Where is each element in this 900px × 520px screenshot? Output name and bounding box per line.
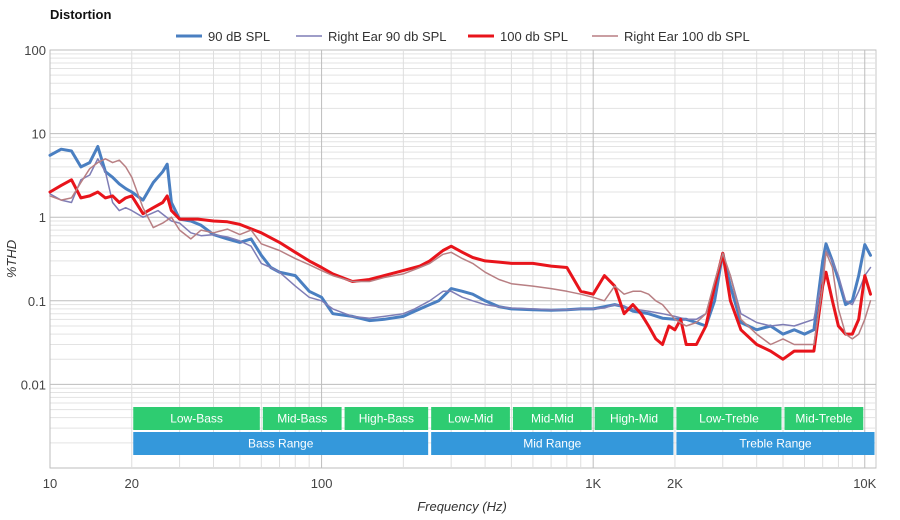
sub-range-band-label: Mid-Treble — [795, 412, 852, 426]
sub-range-band — [262, 407, 342, 430]
sub-range-band — [431, 407, 510, 430]
series-line — [49, 158, 872, 346]
sub-range-band — [344, 407, 429, 430]
sub-range-band-label: Low-Bass — [170, 412, 223, 426]
series-line — [48, 145, 872, 336]
legend-label: 90 dB SPL — [208, 29, 270, 44]
x-tick-label: 2K — [667, 476, 683, 491]
x-tick-label: 1K — [585, 476, 601, 491]
x-axis-label: Frequency (Hz) — [417, 499, 507, 514]
sub-range-band-label: Low-Mid — [448, 412, 493, 426]
sub-range-band-label: Mid-Bass — [277, 412, 327, 426]
chart-title: Distortion — [50, 7, 111, 22]
sub-range-band — [784, 407, 864, 430]
x-tick-label: 10K — [853, 476, 876, 491]
legend: 90 dB SPL Right Ear 90 db SPL 100 db SPL Ri… — [176, 29, 750, 44]
sub-range-band — [133, 407, 260, 430]
sub-range-band — [594, 407, 674, 430]
y-tick-label: 1 — [39, 210, 46, 225]
range-band — [676, 432, 875, 455]
y-tick-label: 10 — [32, 127, 46, 142]
range-band-label: Mid Range — [523, 437, 581, 451]
x-tick-label: 100 — [311, 476, 333, 491]
axis-ticks: 100 10 1 0.1 0.01 10 20 100 1K 2K 10K — [21, 43, 877, 491]
y-tick-label: 0.1 — [28, 294, 46, 309]
range-band — [431, 432, 674, 455]
legend-label: Right Ear 100 db SPL — [624, 29, 750, 44]
x-tick-label: 20 — [125, 476, 139, 491]
series-line — [49, 158, 872, 327]
legend-label: 100 db SPL — [500, 29, 568, 44]
frequency-bands: Low-Bass Mid-Bass High-Bass Low-Mid Mid-Mid H… — [133, 407, 875, 455]
range-band — [133, 432, 429, 455]
y-tick-label: 100 — [24, 43, 46, 58]
series-lines — [48, 145, 872, 361]
series-line — [48, 178, 872, 361]
x-tick-label: 10 — [43, 476, 57, 491]
y-tick-label: 0.01 — [21, 377, 46, 392]
sub-range-band — [676, 407, 782, 430]
range-band-label: Treble Range — [739, 437, 812, 451]
sub-range-band-label: Low-Treble — [699, 412, 759, 426]
sub-range-band — [512, 407, 592, 430]
sub-range-band-label: High-Bass — [359, 412, 414, 426]
sub-range-band-label: High-Mid — [610, 412, 658, 426]
sub-range-band-label: Mid-Mid — [531, 412, 574, 426]
y-axis-label: %THD — [4, 240, 19, 278]
range-band-label: Bass Range — [248, 437, 314, 451]
legend-label: Right Ear 90 db SPL — [328, 29, 447, 44]
